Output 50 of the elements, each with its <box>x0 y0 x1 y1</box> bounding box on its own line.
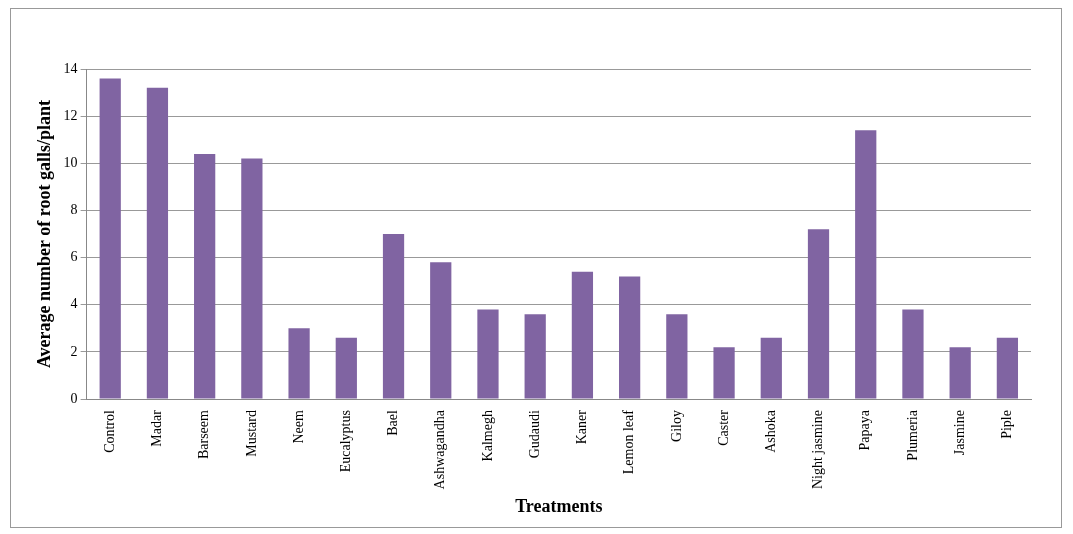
bar <box>477 309 499 399</box>
bar <box>571 271 594 399</box>
x-tick-label: Night jasmine <box>810 410 826 490</box>
x-tick-label: Caster <box>715 409 731 446</box>
bar <box>288 328 310 399</box>
bar <box>619 276 641 399</box>
bar <box>335 337 357 399</box>
bar <box>902 309 924 399</box>
y-axis-title: Average number of root galls/plant <box>34 100 55 369</box>
y-tick-label: 0 <box>70 390 78 406</box>
x-tick-label: Kalmegh <box>479 410 495 462</box>
x-tick-label: Piple <box>999 410 1015 439</box>
bar <box>382 234 405 399</box>
y-tick-label: 10 <box>63 154 78 170</box>
x-tick-label: Mustard <box>243 410 259 457</box>
x-tick-label: Kaner <box>574 409 590 445</box>
bar <box>99 78 121 399</box>
bar <box>760 337 782 399</box>
y-tick-label: 14 <box>63 60 78 76</box>
x-tick-label: Control <box>101 409 117 453</box>
x-tick-label: Papaya <box>857 409 873 451</box>
x-tick-label: Neem <box>290 409 306 444</box>
bar <box>146 87 169 399</box>
bar <box>241 158 263 399</box>
bar <box>666 314 688 399</box>
y-tick-label: 8 <box>70 202 78 218</box>
x-tick-label: Ashoka <box>762 409 778 453</box>
y-tick-label: 4 <box>70 296 78 312</box>
x-tick-label: Giloy <box>668 410 684 442</box>
bar <box>949 347 971 399</box>
x-tick-label: Gudaudi <box>526 409 542 459</box>
bar <box>855 130 877 399</box>
bar <box>430 262 452 399</box>
x-tick-label: Bael <box>385 409 401 436</box>
x-tick-label: Barseem <box>196 409 212 460</box>
x-tick-label: Jasmine <box>951 410 967 456</box>
bar <box>996 337 1019 399</box>
x-axis-title: Treatments <box>515 495 603 516</box>
x-tick-label: Ashwagandha <box>432 409 448 490</box>
x-tick-label: Madar <box>149 409 165 447</box>
x-tick-label: Eucalyptus <box>337 410 353 473</box>
x-tick-label: Plumeria <box>904 409 920 461</box>
bar <box>713 347 735 399</box>
y-tick-label: 12 <box>63 107 78 123</box>
bar <box>524 314 546 399</box>
bar <box>194 153 216 399</box>
y-tick-label: 6 <box>70 249 78 265</box>
y-tick-label: 2 <box>70 343 78 359</box>
bar <box>807 229 830 399</box>
x-tick-label: Lemon leaf <box>621 409 637 475</box>
